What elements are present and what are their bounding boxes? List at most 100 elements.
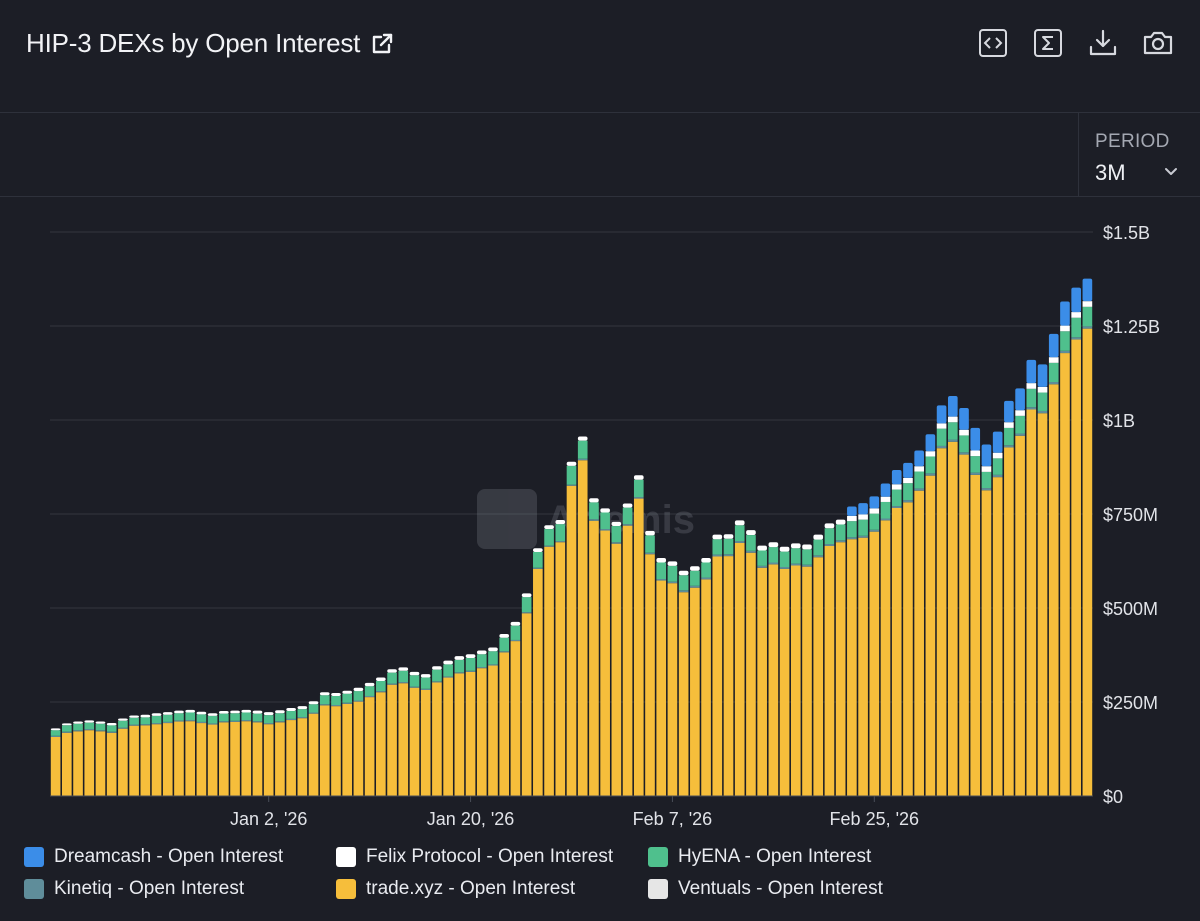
bar-kinetiq — [465, 670, 476, 672]
bar-trade-xyz — [970, 474, 981, 796]
bar-dreamcash — [1026, 359, 1037, 384]
bar-felix-protocol — [376, 677, 386, 681]
bar-hyena — [510, 625, 521, 640]
y-tick-label: $750M — [1103, 505, 1158, 525]
bar-hyena — [521, 597, 532, 613]
bar-felix-protocol — [106, 723, 117, 726]
bar-kinetiq — [219, 721, 229, 723]
bar-trade-xyz — [544, 546, 554, 796]
bar-kinetiq — [1037, 410, 1048, 414]
legend-item-hyena[interactable]: HyENA - Open Interest — [648, 846, 871, 868]
bar-hyena — [880, 501, 891, 519]
bar-felix-protocol — [903, 477, 913, 484]
bar-hyena — [667, 565, 678, 582]
bar-felix-protocol — [476, 650, 487, 655]
bar-trade-xyz — [813, 557, 824, 796]
bar-felix-protocol — [667, 561, 678, 566]
bar-trade-xyz — [667, 583, 678, 796]
bar-hyena — [1037, 392, 1048, 411]
toolbar — [977, 27, 1174, 59]
x-tick-label: Jan 20, '26 — [427, 809, 515, 829]
bar-dreamcash — [959, 407, 969, 430]
bar-hyena — [1026, 388, 1037, 408]
bar-trade-xyz — [219, 722, 229, 796]
bar-trade-xyz — [286, 720, 296, 796]
bar-hyena — [151, 715, 162, 724]
bar-hyena — [1071, 317, 1081, 338]
bar-trade-xyz — [252, 722, 263, 796]
bar-felix-protocol — [970, 450, 981, 457]
download-button[interactable] — [1087, 27, 1119, 59]
screenshot-button[interactable] — [1142, 27, 1174, 59]
bar-hyena — [308, 704, 319, 713]
bar-trade-xyz — [869, 531, 880, 796]
bar-dreamcash — [1071, 287, 1081, 313]
sigma-button[interactable] — [1032, 27, 1064, 59]
bar-felix-protocol — [420, 674, 431, 678]
bar-trade-xyz — [162, 723, 173, 796]
bar-kinetiq — [858, 535, 868, 538]
bar-kinetiq — [73, 730, 83, 732]
bar-trade-xyz — [353, 701, 364, 796]
bar-kinetiq — [981, 488, 992, 491]
bar-kinetiq — [1026, 407, 1037, 410]
bar-kinetiq — [813, 555, 824, 558]
period-selector[interactable]: PERIOD 3M — [1078, 113, 1200, 196]
bar-trade-xyz — [835, 542, 846, 796]
y-tick-label: $500M — [1103, 599, 1158, 619]
bar-trade-xyz — [387, 684, 397, 796]
bar-dreamcash — [1060, 301, 1070, 326]
bar-kinetiq — [645, 552, 655, 555]
bar-dreamcash — [880, 483, 891, 497]
external-link-icon[interactable] — [370, 32, 394, 56]
bar-hyena — [73, 723, 83, 731]
bar-kinetiq — [914, 488, 924, 491]
bar-trade-xyz — [1015, 435, 1025, 796]
bar-felix-protocol — [387, 669, 397, 673]
bar-hyena — [858, 519, 868, 536]
bar-hyena — [970, 456, 981, 473]
bar-hyena — [331, 695, 341, 705]
bar-hyena — [533, 551, 543, 568]
bar-felix-protocol — [981, 466, 992, 472]
legend-item-ventuals[interactable]: Ventuals - Open Interest — [648, 878, 883, 900]
bar-kinetiq — [970, 472, 981, 475]
bar-dreamcash — [1004, 400, 1014, 423]
bar-trade-xyz — [925, 475, 936, 796]
bar-felix-protocol — [880, 496, 891, 502]
legend-item-dreamcash[interactable]: Dreamcash - Open Interest — [24, 846, 283, 868]
legend-item-felix[interactable]: Felix Protocol - Open Interest — [336, 846, 613, 868]
bar-felix-protocol — [925, 451, 936, 457]
bar-trade-xyz — [555, 542, 566, 796]
bar-kinetiq — [84, 729, 95, 731]
bar-kinetiq — [275, 721, 285, 723]
bar-kinetiq — [118, 727, 128, 729]
legend-swatch-ventuals — [648, 879, 668, 899]
bar-hyena — [1015, 415, 1025, 434]
bar-felix-protocol — [589, 498, 599, 503]
bar-hyena — [981, 471, 992, 489]
legend-label-tradexyz: trade.xyz - Open Interest — [366, 878, 576, 899]
bar-hyena — [420, 677, 431, 689]
bar-kinetiq — [488, 664, 498, 666]
bar-trade-xyz — [914, 490, 924, 796]
chart-title: HIP-3 DEXs by Open Interest — [26, 28, 361, 58]
legend-item-kinetiq[interactable]: Kinetiq - Open Interest — [24, 878, 244, 900]
bar-felix-protocol — [241, 709, 252, 713]
bar-kinetiq — [62, 731, 72, 733]
bar-kinetiq — [746, 550, 756, 553]
bar-felix-protocol — [1015, 410, 1025, 416]
bar-hyena — [129, 717, 139, 725]
bar-kinetiq — [690, 585, 700, 588]
y-tick-label: $1.5B — [1103, 223, 1150, 243]
legend-label-kinetiq: Kinetiq - Open Interest — [54, 878, 245, 899]
bar-kinetiq — [835, 540, 846, 543]
bar-felix-protocol — [331, 692, 341, 696]
bar-hyena — [779, 551, 790, 568]
code-embed-button[interactable] — [977, 27, 1009, 59]
bar-hyena — [286, 711, 296, 719]
bar-kinetiq — [297, 717, 308, 719]
bar-kinetiq — [454, 672, 465, 674]
legend-item-tradexyz[interactable]: trade.xyz - Open Interest — [336, 878, 575, 900]
bar-kinetiq — [633, 497, 644, 499]
